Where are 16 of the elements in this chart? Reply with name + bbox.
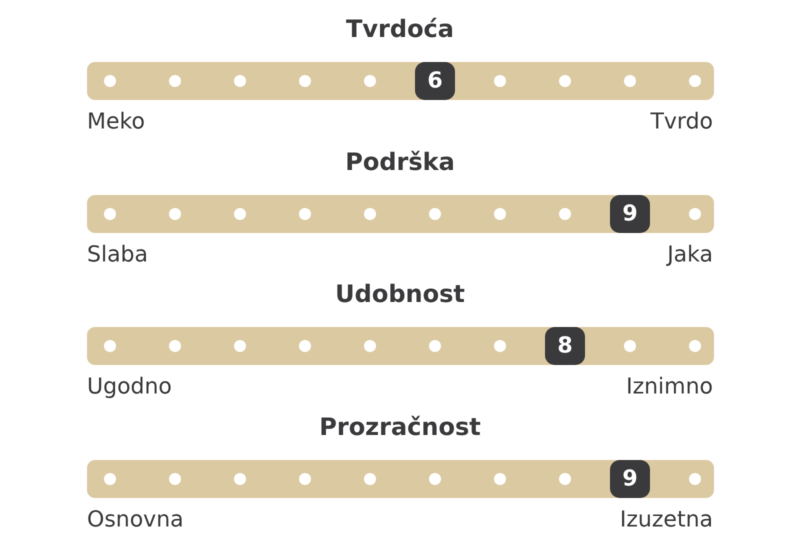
text: Udobnost	[335, 280, 465, 308]
data-label: 6	[427, 68, 443, 94]
text: Prozračnost	[319, 412, 481, 440]
data-label: 9	[622, 201, 638, 226]
data-label: 8	[557, 334, 573, 358]
text: Tvrdo	[649, 110, 714, 134]
text: Tvrdoća	[346, 15, 454, 43]
text: Podrška	[345, 148, 455, 176]
text: Meko	[87, 110, 145, 134]
text: Osnovna	[87, 507, 184, 532]
text: Ugodno	[87, 374, 172, 400]
data-label: 9	[622, 466, 638, 491]
text: Izuzetna	[620, 507, 714, 532]
text: Slaba	[87, 242, 148, 267]
text: Jaka	[665, 242, 714, 267]
text: Iznimno	[626, 374, 714, 400]
